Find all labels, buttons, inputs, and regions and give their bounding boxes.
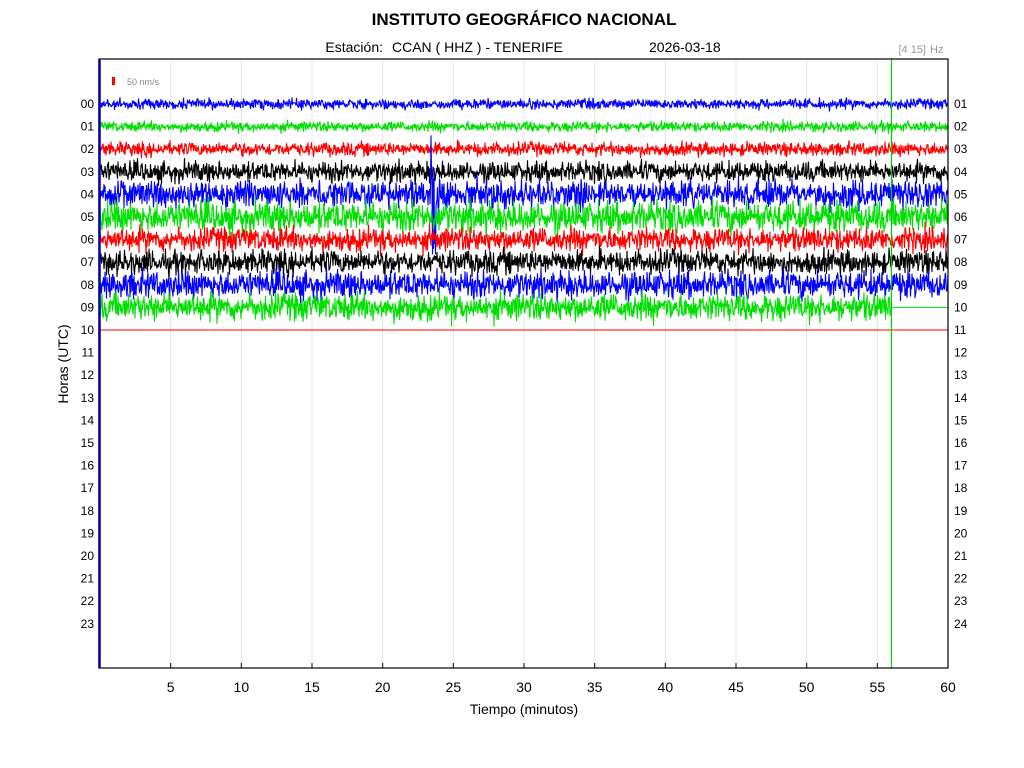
trace-hour-01: [99, 118, 949, 135]
left-hour-ticks: 00 01 02 03 04 05 06 07 08 09 10 11 12 13 14 15 16 17 18 19…: [81, 97, 95, 631]
right-hour-label: 04: [954, 165, 968, 179]
left-hour-label: 17: [81, 481, 95, 495]
left-hour-label: 07: [81, 255, 95, 269]
x-tick-label: 45: [728, 679, 744, 695]
right-hour-label: 20: [954, 526, 968, 540]
x-axis-ticks: 5 10 15 20 25 30 35 40 45 50 55 60: [167, 663, 956, 695]
right-hour-label: 16: [954, 436, 968, 450]
left-hour-label: 22: [81, 594, 95, 608]
station-value: CCAN ( HHZ ) - TENERIFE: [392, 39, 563, 55]
left-hour-label: 18: [81, 504, 95, 518]
right-hour-label: 17: [954, 459, 968, 473]
left-hour-label: 20: [81, 549, 95, 563]
left-hour-label: 01: [81, 120, 95, 134]
x-axis-label: Tiempo (minutos): [470, 701, 578, 717]
left-hour-label: 05: [81, 210, 95, 224]
x-tick-label: 35: [587, 679, 603, 695]
left-hour-label: 04: [81, 187, 95, 201]
left-hour-label: 15: [81, 436, 95, 450]
station-label: Estación:: [325, 39, 383, 55]
left-hour-label: 08: [81, 278, 95, 292]
x-tick-label: 20: [375, 679, 391, 695]
right-hour-label: 07: [954, 233, 968, 247]
x-tick-label: 30: [516, 679, 532, 695]
right-hour-label: 08: [954, 255, 968, 269]
left-hour-label: 14: [81, 413, 95, 427]
right-hour-label: 06: [954, 210, 968, 224]
x-tick-label: 60: [940, 679, 956, 695]
scale-bar-icon: [112, 77, 115, 85]
left-hour-label: 02: [81, 142, 95, 156]
trace-hour-03: [99, 158, 949, 186]
left-hour-label: 21: [81, 572, 95, 586]
y-axis-label: Horas (UTC): [55, 324, 71, 403]
right-hour-ticks: 01 02 03 04 05 06 07 08 09 10 11 12 13 14 15 16 17 18 19 20…: [954, 97, 968, 631]
left-hour-label: 10: [81, 323, 95, 337]
x-tick-label: 55: [870, 679, 886, 695]
right-hour-label: 12: [954, 346, 968, 360]
right-hour-label: 22: [954, 572, 968, 586]
trace-hour-08: [99, 266, 949, 304]
left-hour-label: 09: [81, 300, 95, 314]
x-tick-label: 25: [446, 679, 462, 695]
right-hour-label: 11: [954, 323, 967, 337]
right-hour-label: 10: [954, 300, 968, 314]
right-hour-label: 19: [954, 504, 968, 518]
trace-hour-06: [99, 221, 949, 257]
right-hour-label: 05: [954, 187, 968, 201]
x-tick-label: 50: [799, 679, 815, 695]
trace-hour-04: [99, 135, 949, 255]
right-hour-label: 14: [954, 391, 968, 405]
left-hour-label: 13: [81, 391, 95, 405]
right-hour-label: 01: [954, 97, 968, 111]
left-hour-label: 16: [81, 459, 95, 473]
grid-lines: [170, 59, 878, 668]
left-hour-label: 11: [82, 346, 95, 360]
filter-band-label: [4 15]: [898, 44, 926, 56]
scale-bar-label: 50 nm/s: [127, 77, 160, 87]
trace-hour-09: [99, 288, 893, 327]
right-hour-label: 13: [954, 368, 968, 382]
trace-hour-07: [99, 245, 949, 280]
x-tick-label: 10: [234, 679, 250, 695]
x-tick-label: 5: [167, 679, 175, 695]
filter-unit-label: Hz: [930, 44, 943, 56]
left-hour-label: 00: [81, 97, 95, 111]
right-hour-label: 24: [954, 617, 968, 631]
trace-hour-00: [99, 97, 949, 112]
seismic-traces: [99, 97, 949, 331]
right-hour-label: 03: [954, 142, 968, 156]
right-hour-label: 21: [954, 549, 968, 563]
right-hour-label: 23: [954, 594, 968, 608]
left-hour-label: 03: [81, 165, 95, 179]
right-hour-label: 02: [954, 120, 968, 134]
right-hour-label: 09: [954, 278, 968, 292]
left-hour-label: 06: [81, 233, 95, 247]
left-hour-label: 23: [81, 617, 95, 631]
right-hour-label: 15: [954, 413, 968, 427]
x-tick-label: 40: [658, 679, 674, 695]
x-tick-label: 15: [304, 679, 320, 695]
left-hour-label: 12: [81, 368, 95, 382]
trace-hour-02: [99, 139, 949, 159]
date-label: 2026-03-18: [649, 39, 721, 55]
right-hour-label: 18: [954, 481, 968, 495]
left-hour-label: 19: [81, 526, 95, 540]
chart-title: INSTITUTO GEOGRÁFICO NACIONAL: [372, 10, 677, 29]
trace-hour-05: [99, 196, 949, 238]
